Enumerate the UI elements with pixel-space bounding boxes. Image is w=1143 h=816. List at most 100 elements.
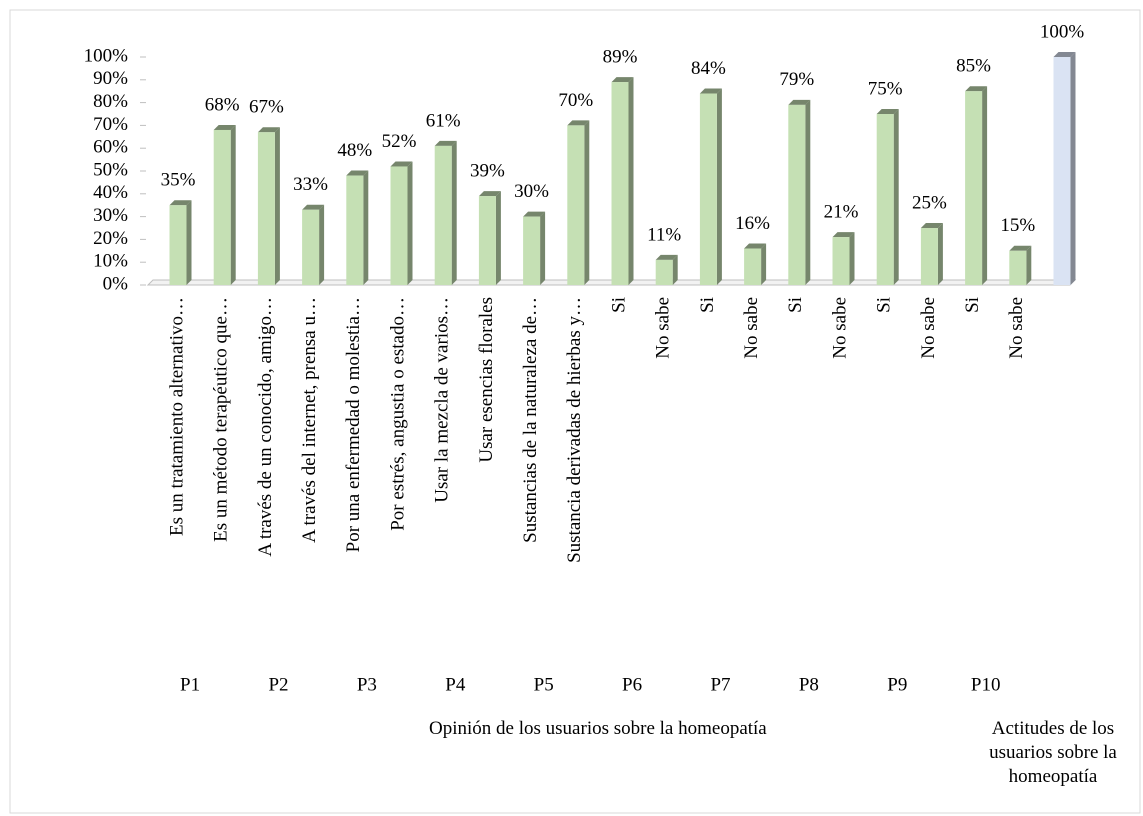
x-tick-label: Usar esencias florales (476, 297, 497, 463)
bar-face (1009, 250, 1027, 285)
x-tick-label: No sabe (918, 297, 939, 359)
bar-face (699, 88, 722, 94)
bar-face (611, 82, 629, 285)
bar (567, 120, 590, 286)
x-tick-label: Si (697, 297, 718, 313)
bar-face (434, 140, 457, 146)
x-tick-label: Por una enfermedad o molestia… (343, 297, 364, 552)
bar-face (876, 114, 894, 285)
y-tick-label: 0% (103, 273, 129, 294)
group-label: P10 (971, 674, 1001, 695)
data-label: 75% (868, 78, 903, 99)
data-label: 35% (161, 170, 196, 191)
bar-face (628, 77, 634, 285)
bar-face (893, 109, 899, 285)
data-label: 15% (1000, 215, 1035, 236)
x-tick-label: A través del internet, prensa u… (299, 297, 320, 543)
data-label: 25% (912, 192, 947, 213)
supergroup-label: Opinión de los usuarios sobre la homeopa… (429, 718, 767, 739)
bar-face (1070, 52, 1076, 285)
x-tick-label: Si (874, 297, 895, 313)
bar-face (319, 204, 325, 285)
bar (434, 140, 457, 285)
bar-face (302, 204, 325, 210)
bar-face (655, 254, 678, 260)
bar-face (451, 140, 457, 285)
bar-face (849, 232, 855, 285)
x-tick-label: No sabe (829, 297, 850, 359)
bar (346, 170, 369, 285)
bar (832, 232, 855, 285)
bar-face (257, 132, 275, 285)
x-tick-label: Si (608, 297, 629, 313)
group-label: P5 (534, 674, 554, 695)
group-label: P8 (799, 674, 819, 695)
bar (257, 127, 280, 286)
bar (302, 204, 325, 285)
bar-face (567, 120, 590, 126)
bar-face (390, 166, 408, 285)
bar-face (672, 254, 678, 285)
data-label: 39% (470, 160, 505, 181)
bar-face (1009, 245, 1032, 251)
bar-face (169, 205, 187, 285)
data-label: 100% (1040, 21, 1085, 42)
x-tick-label: Es un método terapéutico que… (211, 297, 232, 542)
data-label: 67% (249, 97, 284, 118)
bar-face (1053, 57, 1071, 285)
y-tick-label: 100% (84, 45, 129, 66)
y-tick-label: 80% (93, 91, 128, 112)
bar-face (805, 99, 811, 285)
group-label: P2 (268, 674, 288, 695)
bar-face (213, 124, 236, 130)
y-tick-label: 10% (93, 251, 128, 272)
y-tick-label: 60% (93, 137, 128, 158)
y-tick-label: 40% (93, 182, 128, 203)
data-label: 68% (205, 94, 240, 115)
supergroup-label: Actitudes de los usuarios sobre la homeo… (989, 718, 1117, 787)
bar (744, 243, 767, 285)
data-label: 16% (735, 213, 770, 234)
bar-face (1026, 245, 1032, 285)
x-tick-label: Usar la mezcla de varios… (432, 297, 453, 503)
bar-face (407, 161, 413, 285)
bar (523, 211, 546, 285)
bar-face (495, 191, 501, 285)
y-tick-label: 50% (93, 159, 128, 180)
group-label: P1 (180, 674, 200, 695)
x-tick-label: Por estrés, angustia o estado… (387, 297, 408, 531)
bar (1053, 52, 1076, 285)
y-tick-label: 20% (93, 228, 128, 249)
bar (390, 161, 413, 285)
data-label: 33% (293, 174, 328, 195)
y-tick-label: 70% (93, 114, 128, 135)
data-label: 79% (779, 69, 814, 90)
data-label: 84% (691, 58, 726, 79)
x-tick-label: A través de un conocido, amigo… (255, 297, 276, 557)
x-tick-label: Sustancia derivadas de hierbas y… (564, 297, 585, 563)
bar-face (478, 196, 496, 285)
bar-face (478, 191, 501, 197)
bar-face (788, 99, 811, 105)
x-tick-label: No sabe (741, 297, 762, 359)
bar-face (213, 129, 231, 285)
bar-face (876, 109, 899, 114)
data-label: 70% (558, 90, 593, 111)
bar-face (584, 120, 590, 286)
group-label: P6 (622, 674, 642, 695)
x-tick-label: No sabe (1006, 297, 1027, 359)
data-label: 89% (603, 46, 638, 67)
bar (611, 77, 634, 285)
chart-frame (9, 9, 1141, 814)
x-tick-label: No sabe (653, 297, 674, 359)
bar (876, 109, 899, 285)
data-label: 52% (382, 131, 417, 152)
data-label: 11% (647, 224, 681, 245)
bar (788, 99, 811, 285)
x-tick-label: Es un tratamiento alternativo… (166, 297, 187, 536)
data-label: 21% (824, 201, 859, 222)
bar-face (390, 161, 413, 167)
bar-face (832, 237, 850, 285)
